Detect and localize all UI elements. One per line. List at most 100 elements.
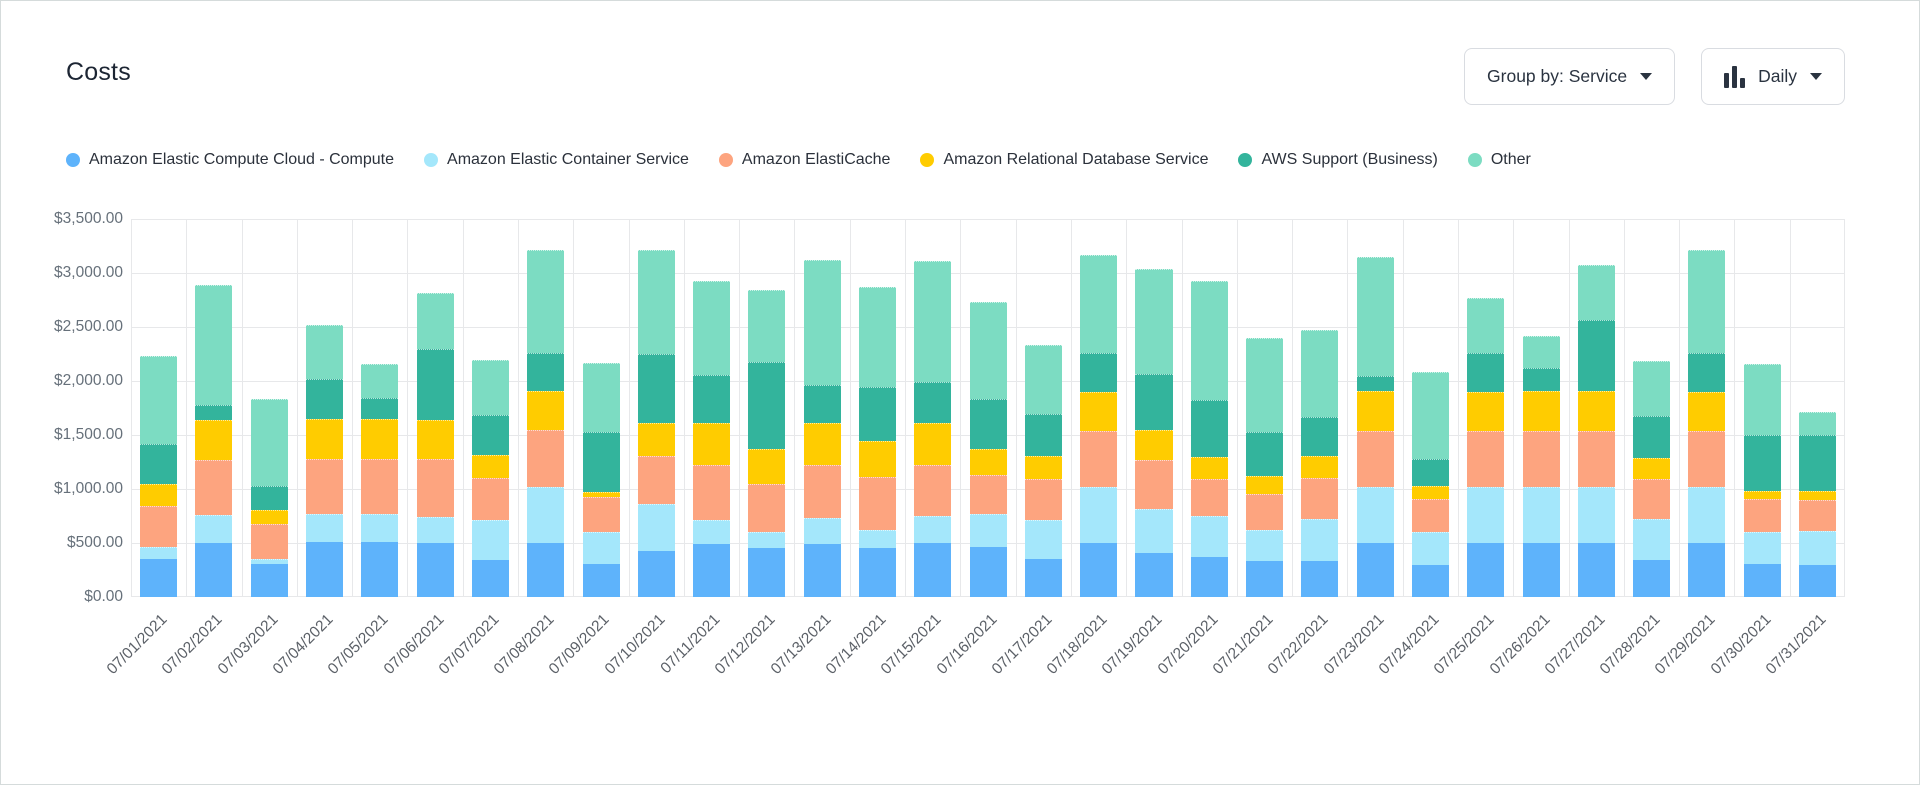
bar-segment[interactable] xyxy=(969,448,1007,475)
bar-segment[interactable] xyxy=(1411,458,1449,486)
bar-segment[interactable] xyxy=(1301,519,1339,561)
bar-segment[interactable] xyxy=(969,474,1007,514)
bar-segment[interactable] xyxy=(1799,565,1837,597)
bar[interactable] xyxy=(416,219,454,597)
bar-segment[interactable] xyxy=(1246,476,1284,494)
bar[interactable] xyxy=(140,219,178,597)
bar-segment[interactable] xyxy=(637,423,675,457)
bar-segment[interactable] xyxy=(748,532,786,549)
bar-segment[interactable] xyxy=(693,519,731,545)
bar-segment[interactable] xyxy=(693,281,731,376)
bar-segment[interactable] xyxy=(969,546,1007,597)
bar-segment[interactable] xyxy=(1467,486,1505,543)
bar-segment[interactable] xyxy=(1411,532,1449,566)
bar-segment[interactable] xyxy=(471,359,509,416)
bar[interactable] xyxy=(858,219,897,597)
bar-segment[interactable] xyxy=(1522,335,1560,369)
bar-segment[interactable] xyxy=(748,548,786,597)
bar-segment[interactable] xyxy=(582,532,620,565)
bar-segment[interactable] xyxy=(969,513,1007,547)
bar-segment[interactable] xyxy=(1467,543,1505,597)
bar-segment[interactable] xyxy=(140,355,178,444)
bar-segment[interactable] xyxy=(471,415,509,455)
bar-segment[interactable] xyxy=(858,287,897,387)
bar-segment[interactable] xyxy=(361,419,399,460)
bar-segment[interactable] xyxy=(1190,516,1228,558)
bar-segment[interactable] xyxy=(1633,458,1671,479)
bar-segment[interactable] xyxy=(748,483,786,533)
bar-segment[interactable] xyxy=(1356,431,1394,487)
bar-segment[interactable] xyxy=(1024,344,1062,414)
bar-segment[interactable] xyxy=(1743,435,1781,492)
bar-segment[interactable] xyxy=(361,363,399,399)
interval-dropdown[interactable]: Daily xyxy=(1701,48,1845,105)
legend-item[interactable]: AWS Support (Business) xyxy=(1238,151,1438,169)
bar-segment[interactable] xyxy=(1467,297,1505,353)
bar[interactable] xyxy=(1301,219,1339,597)
bar-segment[interactable] xyxy=(306,324,344,380)
bar-segment[interactable] xyxy=(582,492,620,498)
bar-segment[interactable] xyxy=(1688,486,1726,543)
bar[interactable] xyxy=(803,219,841,597)
bar-segment[interactable] xyxy=(306,379,344,420)
bar-segment[interactable] xyxy=(693,422,731,466)
bar-segment[interactable] xyxy=(1135,459,1173,509)
bar-segment[interactable] xyxy=(527,352,565,391)
bar-segment[interactable] xyxy=(1633,559,1671,597)
bar-segment[interactable] xyxy=(1522,390,1560,432)
bar-segment[interactable] xyxy=(582,363,620,432)
bar-segment[interactable] xyxy=(1301,560,1339,597)
bar-segment[interactable] xyxy=(1522,486,1560,543)
bar-segment[interactable] xyxy=(1799,491,1837,500)
legend-item[interactable]: Amazon Relational Database Service xyxy=(920,151,1208,169)
bar-segment[interactable] xyxy=(1411,565,1449,597)
bar-segment[interactable] xyxy=(1743,564,1781,597)
bar-segment[interactable] xyxy=(416,419,454,459)
bar[interactable] xyxy=(637,219,675,597)
bar-segment[interactable] xyxy=(1411,485,1449,499)
bar-segment[interactable] xyxy=(803,384,841,424)
bar-segment[interactable] xyxy=(1080,352,1118,392)
bar-segment[interactable] xyxy=(1577,264,1615,321)
bar-segment[interactable] xyxy=(582,431,620,493)
legend-item[interactable]: Amazon ElastiCache xyxy=(718,151,890,169)
bar-segment[interactable] xyxy=(416,293,454,350)
bar[interactable] xyxy=(471,219,509,597)
bar-segment[interactable] xyxy=(1577,486,1615,543)
bar-segment[interactable] xyxy=(1024,519,1062,560)
bar-segment[interactable] xyxy=(748,448,786,484)
bar[interactable] xyxy=(361,219,399,597)
bar-segment[interactable] xyxy=(1688,543,1726,597)
bar-segment[interactable] xyxy=(306,419,344,460)
bar-segment[interactable] xyxy=(471,519,509,560)
bar-segment[interactable] xyxy=(637,249,675,355)
bar-segment[interactable] xyxy=(637,551,675,597)
bar-segment[interactable] xyxy=(858,547,897,597)
bar-segment[interactable] xyxy=(914,516,952,543)
bar-segment[interactable] xyxy=(803,464,841,519)
bar-segment[interactable] xyxy=(1190,281,1228,400)
bar[interactable] xyxy=(1024,219,1062,597)
bar-segment[interactable] xyxy=(803,260,841,385)
bar-segment[interactable] xyxy=(1688,391,1726,432)
bar[interactable] xyxy=(195,219,233,597)
bar-segment[interactable] xyxy=(1080,391,1118,432)
bar-segment[interactable] xyxy=(250,559,288,565)
bar-segment[interactable] xyxy=(1246,493,1284,531)
bar-segment[interactable] xyxy=(1024,413,1062,457)
bar-segment[interactable] xyxy=(1080,431,1118,487)
bar[interactable] xyxy=(693,219,731,597)
bar-segment[interactable] xyxy=(1024,478,1062,520)
bar-segment[interactable] xyxy=(195,285,233,405)
bar-segment[interactable] xyxy=(858,477,897,531)
bar-segment[interactable] xyxy=(1577,390,1615,432)
bar-segment[interactable] xyxy=(1633,478,1671,520)
bar[interactable] xyxy=(1688,219,1726,597)
bar[interactable] xyxy=(306,219,344,597)
bar-segment[interactable] xyxy=(1356,543,1394,597)
bar-segment[interactable] xyxy=(527,390,565,431)
bar[interactable] xyxy=(1356,219,1394,597)
bar-segment[interactable] xyxy=(637,504,675,552)
bar-segment[interactable] xyxy=(1799,499,1837,532)
bar-segment[interactable] xyxy=(1688,352,1726,392)
